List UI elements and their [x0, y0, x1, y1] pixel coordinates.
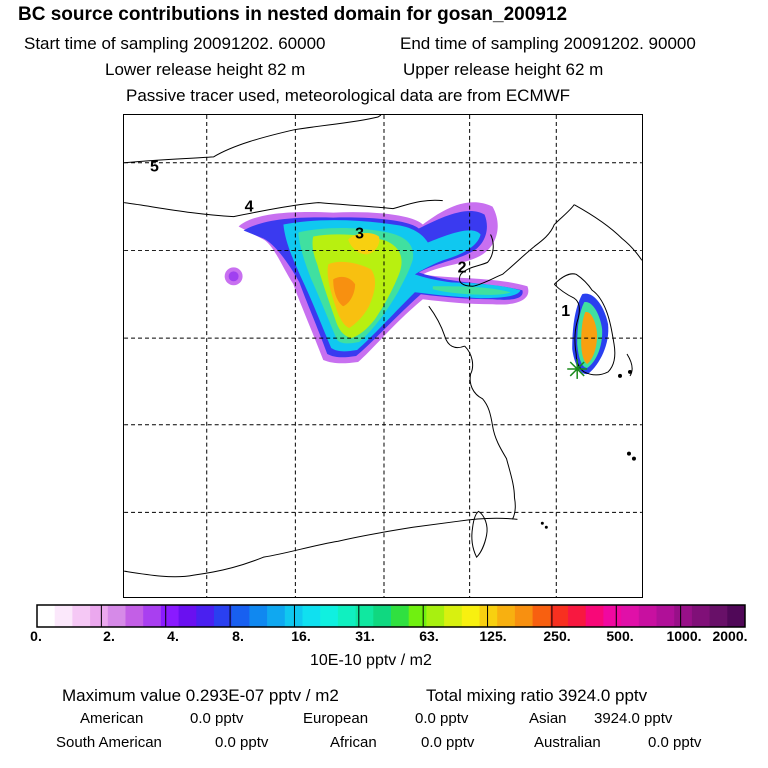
african-label: African — [330, 734, 377, 751]
european-label: European — [303, 710, 369, 727]
source-contribution-map: 1 2 3 4 5 — [123, 114, 643, 598]
traj-label-2: 2 — [458, 259, 467, 276]
colorbar-tick: 63. — [419, 628, 439, 644]
colorbar-swatch — [90, 605, 109, 627]
colorbar-swatch — [709, 605, 728, 627]
total-mixing-ratio: Total mixing ratio 3924.0 pptv — [426, 686, 648, 705]
traj-label-1: 1 — [561, 303, 570, 320]
colorbar — [36, 604, 746, 628]
colorbar-swatch — [727, 605, 746, 627]
colorbar-swatch — [107, 605, 126, 627]
colorbar-tick: 250. — [543, 628, 571, 644]
traj-label-4: 4 — [245, 199, 254, 216]
colorbar-swatch — [391, 605, 410, 627]
colorbar-swatch — [638, 605, 657, 627]
colorbar-swatch — [691, 605, 711, 627]
colorbar-swatch — [320, 605, 339, 627]
end-time: End time of sampling 20091202. 90000 — [400, 34, 696, 53]
colorbar-swatch — [355, 605, 374, 627]
coastlines — [124, 115, 642, 578]
colorbar-swatch — [160, 605, 180, 627]
colorbar-swatch — [72, 605, 91, 627]
colorbar-swatch — [143, 605, 162, 627]
colorbar-swatch — [621, 605, 640, 627]
colorbar-tick: 0. — [30, 628, 42, 644]
australian-label: Australian — [534, 734, 601, 751]
american-label: American — [80, 710, 144, 727]
colorbar-frame — [36, 604, 746, 628]
asian-label: Asian — [529, 710, 567, 727]
colorbar-tick: 31. — [355, 628, 375, 644]
figure-title: BC source contributions in nested domain… — [18, 4, 568, 25]
colorbar-swatch — [125, 605, 144, 627]
colorbar-swatch — [497, 605, 516, 627]
colorbar-swatch — [444, 605, 463, 627]
colorbar-swatch — [337, 605, 357, 627]
south-american-label: South American — [56, 734, 162, 751]
receptor-marker — [567, 358, 588, 379]
colorbar-swatch — [532, 605, 551, 627]
colorbar-swatch — [568, 605, 587, 627]
colorbar-swatch — [585, 605, 604, 627]
lower-release-height: Lower release height 82 m — [105, 60, 306, 79]
colorbar-swatch — [426, 605, 445, 627]
colorbar-tick: 2000. — [712, 628, 748, 644]
concentration-plume — [224, 202, 609, 375]
traj-label-5: 5 — [150, 159, 159, 176]
colorbar-swatch — [603, 605, 622, 627]
colorbar-swatch — [267, 605, 286, 627]
upper-release-height: Upper release height 62 m — [403, 60, 604, 79]
colorbar-swatch — [514, 605, 534, 627]
asian-value: 3924.0 pptv — [594, 710, 673, 727]
colorbar-tick: 2. — [103, 628, 115, 644]
colorbar-swatch — [408, 605, 427, 627]
tracer-note: Passive tracer used, meteorological data… — [126, 86, 571, 105]
colorbar-tick: 4. — [167, 628, 179, 644]
colorbar-swatch — [249, 605, 268, 627]
colorbar-swatch — [37, 605, 56, 627]
colorbar-swatch — [479, 605, 498, 627]
maximum-value: Maximum value 0.293E-07 pptv / m2 — [62, 686, 339, 705]
colorbar-swatch — [373, 605, 392, 627]
colorbar-tick: 1000. — [666, 628, 702, 644]
colorbar-swatch — [231, 605, 250, 627]
colorbar-swatch — [178, 605, 197, 627]
colorbar-swatch — [196, 605, 215, 627]
traj-label-3: 3 — [355, 225, 364, 242]
islands — [540, 369, 636, 529]
african-value: 0.0 pptv — [421, 734, 475, 751]
american-value: 0.0 pptv — [190, 710, 244, 727]
colorbar-swatch — [674, 605, 693, 627]
colorbar-tick: 500. — [606, 628, 634, 644]
colorbar-swatch — [461, 605, 480, 627]
colorbar-tick: 125. — [479, 628, 507, 644]
south-american-value: 0.0 pptv — [215, 734, 269, 751]
colorbar-swatch — [214, 605, 233, 627]
australian-value: 0.0 pptv — [648, 734, 702, 751]
colorbar-swatch — [54, 605, 73, 627]
start-time: Start time of sampling 20091202. 60000 — [24, 34, 326, 53]
colorbar-tick: 8. — [232, 628, 244, 644]
colorbar-swatch — [302, 605, 321, 627]
lat-lon-grid — [124, 115, 642, 597]
colorbar-swatch — [656, 605, 675, 627]
european-value: 0.0 pptv — [415, 710, 469, 727]
colorbar-tick: 16. — [291, 628, 311, 644]
colorbar-unit: 10E-10 pptv / m2 — [310, 652, 432, 669]
colorbar-swatch — [550, 605, 569, 627]
colorbar-swatch — [284, 605, 303, 627]
